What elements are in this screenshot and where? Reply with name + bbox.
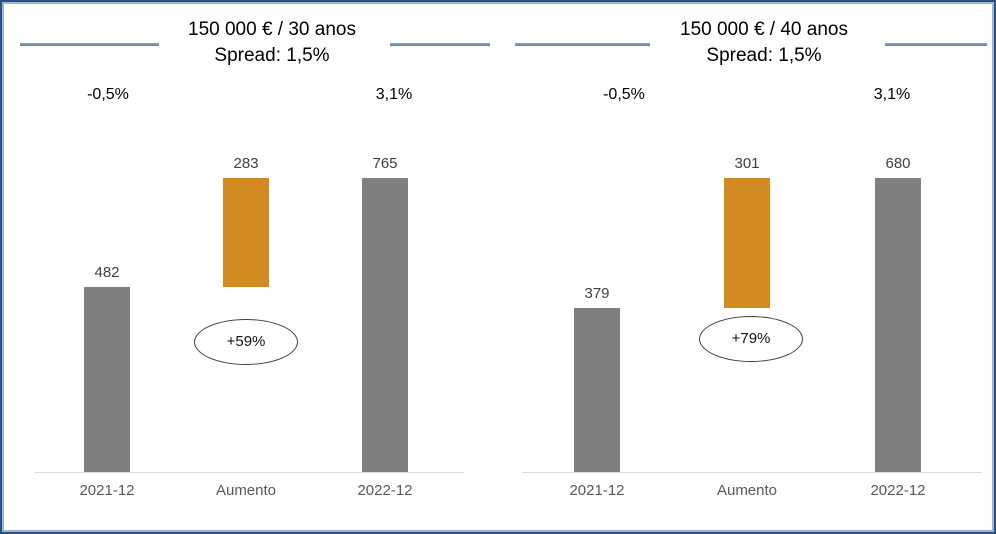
chart-title: 150 000 € / 30 anos (188, 19, 356, 40)
category-label: 2022-12 (870, 482, 926, 499)
bar-2021-12 (574, 308, 620, 472)
increase-badge: +79% (699, 316, 803, 362)
x-axis-line (522, 472, 982, 473)
plot-area: 482 2021-12 283 Aumento 765 2022-12 +59% (2, 2, 500, 532)
chart-subtitle: Spread: 1,5% (214, 45, 330, 66)
rate-label-left: -0,5% (603, 86, 645, 103)
chart-subtitle: Spread: 1,5% (706, 45, 822, 66)
title-rule-left (20, 43, 159, 46)
bar-aumento-increase (724, 178, 770, 308)
category-label: 2021-12 (569, 482, 625, 499)
value-label: 765 (372, 155, 398, 172)
plot-area: 379 2021-12 301 Aumento 680 2022-12 +79% (500, 2, 994, 532)
title-rule-left (515, 43, 650, 46)
title-rule-right (390, 43, 490, 46)
x-axis-line (35, 472, 464, 473)
bar-aumento-increase (223, 178, 269, 287)
chart-title-block: 150 000 € / 40 anos Spread: 1,5% (540, 17, 988, 69)
bar-2022-12 (362, 178, 408, 472)
category-label: Aumento (716, 482, 778, 499)
value-label: 680 (885, 155, 911, 172)
value-label: 301 (734, 155, 760, 172)
chart-title: 150 000 € / 40 anos (680, 19, 848, 40)
increase-badge: +59% (194, 319, 298, 365)
value-label: 482 (94, 264, 120, 281)
rate-label-right: 3,1% (873, 86, 911, 103)
rate-label-left: -0,5% (87, 86, 129, 103)
category-label: 2021-12 (79, 482, 135, 499)
category-label: 2022-12 (357, 482, 413, 499)
value-label: 283 (233, 155, 259, 172)
rate-label-right: 3,1% (375, 86, 413, 103)
chart-title-block: 150 000 € / 30 anos Spread: 1,5% (48, 17, 496, 69)
bar-2021-12 (84, 287, 130, 472)
chart-panel-30-anos: 150 000 € / 30 anos Spread: 1,5% -0,5% 3… (2, 2, 500, 532)
chart-panel-40-anos: 150 000 € / 40 anos Spread: 1,5% -0,5% 3… (500, 2, 994, 532)
bar-2022-12 (875, 178, 921, 472)
category-label: Aumento (215, 482, 277, 499)
title-rule-right (885, 43, 987, 46)
value-label: 379 (584, 285, 610, 302)
